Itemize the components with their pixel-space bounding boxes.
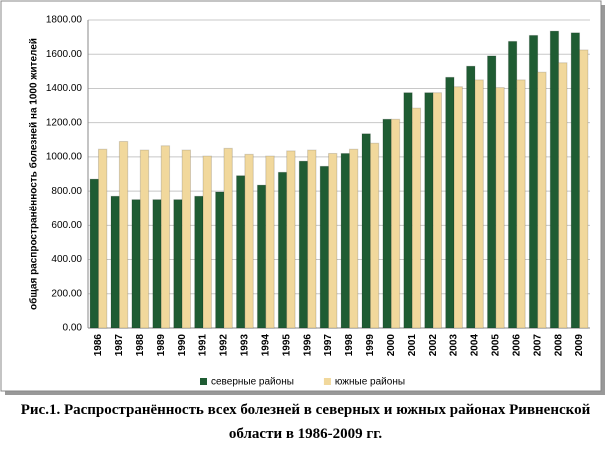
bar xyxy=(265,155,275,329)
bar xyxy=(118,140,129,329)
x-tick-label: 1993 xyxy=(240,334,251,357)
bar xyxy=(390,118,401,329)
legend-swatch xyxy=(323,378,331,385)
bar xyxy=(194,195,204,329)
bar xyxy=(97,148,108,329)
bar xyxy=(570,32,581,329)
y-axis-label: общая распространённость болезней на 100… xyxy=(28,38,40,310)
bar xyxy=(340,152,350,329)
x-tick-label: 2002 xyxy=(428,334,439,357)
bar xyxy=(286,150,296,329)
x-tick-label: 1996 xyxy=(302,334,313,357)
x-tick-label: 1998 xyxy=(344,334,355,357)
bar xyxy=(244,153,254,329)
bar xyxy=(424,92,434,329)
bar xyxy=(495,87,505,329)
y-tick-label: 1600.00 xyxy=(46,49,83,60)
bar xyxy=(382,118,392,329)
bar xyxy=(223,147,233,329)
caption: Рис.1. Распространённость всех болезней … xyxy=(20,402,591,442)
bar xyxy=(173,199,183,329)
legend-swatch xyxy=(200,378,207,385)
x-tick-label: 1999 xyxy=(365,334,376,357)
x-tick-label: 2003 xyxy=(449,334,460,357)
bar xyxy=(487,55,497,329)
bar xyxy=(110,195,120,329)
x-tick-label: 1988 xyxy=(135,334,146,357)
x-tick-label: 2000 xyxy=(386,334,397,357)
bar xyxy=(277,171,288,329)
x-tick-label: 2004 xyxy=(470,334,481,357)
legend-label: северные районы xyxy=(211,377,294,388)
bar xyxy=(403,92,413,329)
y-tick-label: 1800.00 xyxy=(46,15,83,26)
bar xyxy=(348,148,359,329)
y-tick-label: 200.00 xyxy=(51,288,82,299)
bar xyxy=(298,160,309,329)
bar xyxy=(507,40,518,329)
bar xyxy=(361,133,371,329)
x-tick-label: 2008 xyxy=(553,334,564,357)
bar xyxy=(181,149,191,329)
legend-label: южные районы xyxy=(335,377,405,388)
bar xyxy=(202,155,212,329)
bar xyxy=(466,65,476,329)
bar xyxy=(516,79,526,329)
bar xyxy=(131,199,141,329)
bar xyxy=(549,30,560,329)
bar xyxy=(453,86,463,329)
bar xyxy=(474,79,484,329)
bar xyxy=(89,178,99,329)
bar xyxy=(160,145,171,329)
bar xyxy=(369,142,380,329)
x-tick-label: 1997 xyxy=(323,334,334,357)
y-tick-label: 400.00 xyxy=(51,254,82,265)
x-tick-label: 2005 xyxy=(491,334,502,357)
bar xyxy=(215,191,225,329)
bar xyxy=(152,199,162,329)
bar xyxy=(307,149,317,329)
bar xyxy=(328,152,338,329)
bar xyxy=(411,107,422,329)
bar xyxy=(319,165,330,329)
bar xyxy=(537,71,547,329)
x-tick-label: 1991 xyxy=(198,334,209,357)
y-tick-label: 1200.00 xyxy=(46,117,83,128)
bar xyxy=(236,175,246,329)
x-tick-label: 1987 xyxy=(114,334,125,357)
x-tick-label: 2009 xyxy=(574,334,585,357)
bar xyxy=(256,184,267,329)
x-tick-label: 1992 xyxy=(219,334,230,357)
bar xyxy=(432,92,442,329)
x-tick-label: 2007 xyxy=(532,334,543,357)
y-tick-label: 1000.00 xyxy=(46,152,83,163)
bar xyxy=(445,76,455,329)
x-tick-label: 1989 xyxy=(156,334,167,357)
x-tick-label: 1994 xyxy=(260,334,271,357)
x-tick-label: 1986 xyxy=(93,334,104,357)
x-tick-label: 2006 xyxy=(511,334,522,357)
bar xyxy=(528,34,539,329)
x-tick-label: 1995 xyxy=(281,334,292,357)
y-tick-label: 0.00 xyxy=(63,323,83,334)
bar xyxy=(579,49,589,329)
y-tick-label: 1400.00 xyxy=(46,83,83,94)
x-tick-label: 2001 xyxy=(407,334,418,357)
bar xyxy=(558,62,568,329)
x-tick-label: 1990 xyxy=(177,334,188,357)
y-tick-label: 600.00 xyxy=(51,220,82,231)
y-tick-label: 800.00 xyxy=(51,186,82,197)
bar xyxy=(139,149,150,329)
chart: общая распространённость болезней на 100… xyxy=(0,0,605,395)
